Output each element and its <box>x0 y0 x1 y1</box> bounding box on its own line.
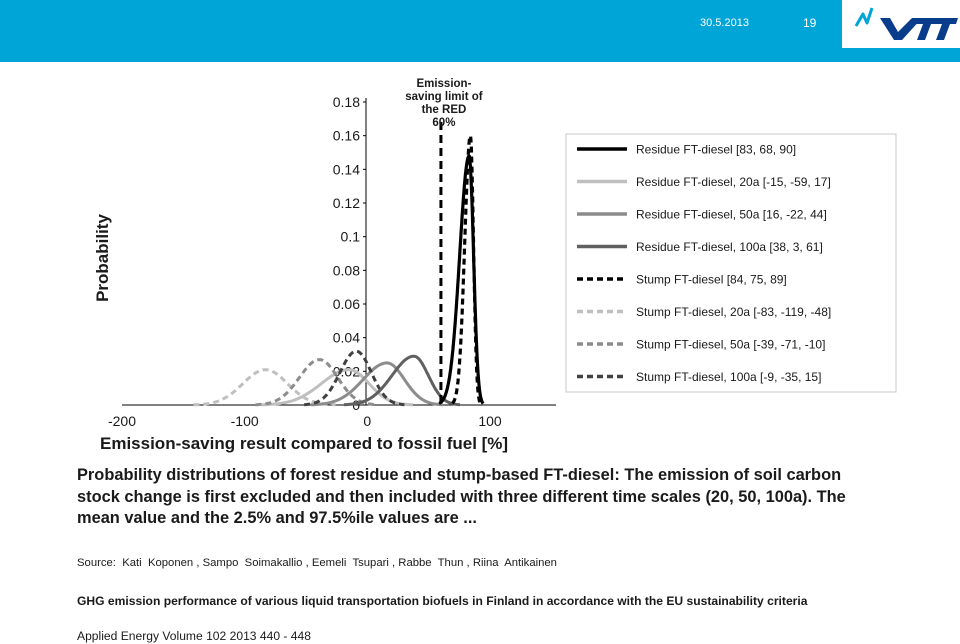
series-curve-2 <box>260 368 414 407</box>
legend-label-6: Stump FT-diesel, 20a [-83, -119, -48] <box>636 305 831 319</box>
paper-title: GHG emission performance of various liqu… <box>77 594 808 608</box>
x-tick-label: 100 <box>478 413 502 429</box>
journal-reference: Applied Energy Volume 102 2013 440 - 448 <box>77 629 311 643</box>
x-axis-label: Emission-saving result compared to fossi… <box>100 434 508 453</box>
x-tick-label: 0 <box>363 413 371 429</box>
x-tick-label: -100 <box>231 413 259 429</box>
red-limit-label: Emission- <box>416 78 471 90</box>
series-curve-6 <box>193 368 336 407</box>
red-limit-label: the RED <box>422 104 467 116</box>
series-curve-3 <box>310 361 443 407</box>
distribution-curves <box>193 132 485 407</box>
y-tick-label: 0.18 <box>333 94 360 110</box>
legend-label-1: Residue FT-diesel [83, 68, 90] <box>636 143 796 157</box>
y-tick-label: 0.04 <box>333 330 360 346</box>
source-authors: Source: Kati Koponen , Sampo Soimakallio… <box>77 557 557 569</box>
y-axis-label: Probability <box>93 214 112 302</box>
red-limit-label: 60% <box>432 117 455 129</box>
y-tick-label: 0.06 <box>333 296 360 312</box>
legend-box <box>565 133 897 393</box>
axes <box>122 98 556 406</box>
y-tick-labels: 00.020.040.060.080.10.120.140.160.18 <box>333 94 366 413</box>
legend-label-8: Stump FT-diesel, 100a [-9, -35, 15] <box>636 370 821 384</box>
legend-label-3: Residue FT-diesel, 50a [16, -22, 44] <box>636 208 827 222</box>
y-tick-label: 0.12 <box>333 195 360 211</box>
header-band <box>0 0 960 62</box>
probability-distribution-chart: 0 0.02 0.04 0.06 0.08 0.1 0.12 0.14 0.16 0.18 -20… <box>93 78 897 453</box>
y-tick-label: 0.1 <box>341 229 361 245</box>
legend-label-2: Residue FT-diesel, 20a [-15, -59, 17] <box>636 175 831 189</box>
legend-label-4: Residue FT-diesel, 100a [38, 3, 61] <box>636 240 823 254</box>
series-curve-5 <box>451 132 482 405</box>
x-tick-labels: -200 -100 0 100 <box>108 413 502 429</box>
y-tick-label: 0.14 <box>333 161 360 177</box>
series-curve-7 <box>255 358 378 407</box>
vtt-logo <box>842 0 960 48</box>
slide-page-number: 19 <box>803 16 817 30</box>
y-tick-label: 0.02 <box>333 363 360 379</box>
x-tick-label: -200 <box>108 413 136 429</box>
series-curve-1 <box>438 153 485 405</box>
legend-label-5: Stump FT-diesel [84, 75, 89] <box>636 273 787 287</box>
legend: Residue FT-diesel [83, 68, 90] Residue FT… <box>565 133 897 393</box>
legend-label-7: Stump FT-diesel, 50a [-39, -71, -10] <box>636 338 825 352</box>
slide-date: 30.5.2013 <box>700 17 749 29</box>
y-tick-label: 0.16 <box>333 128 360 144</box>
figure-caption: Probability distributions of forest resi… <box>77 466 846 527</box>
y-tick-label: 0.08 <box>333 262 360 278</box>
red-limit-label: saving limit of <box>405 91 482 103</box>
